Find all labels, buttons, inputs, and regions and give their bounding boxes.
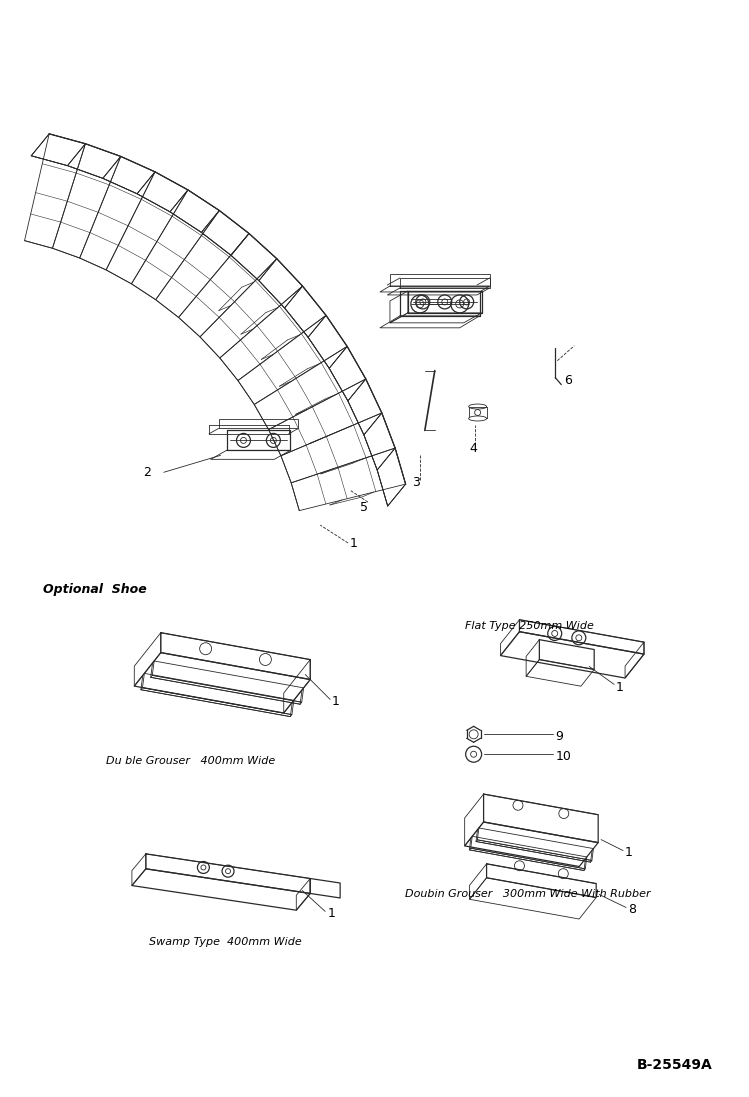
Text: Flat Type 250mm Wide: Flat Type 250mm Wide (464, 621, 593, 631)
Text: Swamp Type  400mm Wide: Swamp Type 400mm Wide (149, 937, 302, 947)
Text: 1: 1 (616, 681, 624, 694)
Text: 1: 1 (332, 694, 340, 708)
Text: 2: 2 (143, 466, 151, 478)
Text: 4: 4 (470, 442, 478, 455)
Text: Optional  Shoe: Optional Shoe (43, 584, 147, 597)
Text: Du ble Grouser   400mm Wide: Du ble Grouser 400mm Wide (106, 756, 275, 766)
Text: 10: 10 (555, 749, 571, 762)
Text: 6: 6 (564, 374, 572, 387)
Text: 5: 5 (360, 500, 368, 513)
Text: 3: 3 (412, 476, 419, 489)
Text: 1: 1 (350, 536, 358, 550)
Text: B-25549A: B-25549A (637, 1059, 713, 1072)
Ellipse shape (469, 416, 487, 421)
Text: 1: 1 (327, 907, 335, 920)
Text: 8: 8 (628, 903, 636, 916)
Text: 1: 1 (625, 846, 633, 859)
Text: 9: 9 (555, 730, 563, 743)
Text: Doubin Grouser   300mm Wide With Rubber: Doubin Grouser 300mm Wide With Rubber (405, 889, 651, 898)
